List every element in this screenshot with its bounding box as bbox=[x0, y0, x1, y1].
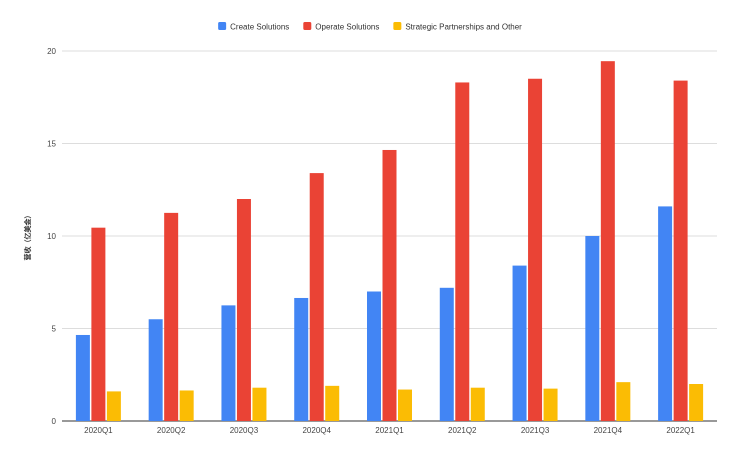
legend-item-strategic-partnerships-and-other: Strategic Partnerships and Other bbox=[393, 22, 522, 32]
y-tick-label: 10 bbox=[47, 232, 56, 241]
x-tick-label: 2020Q3 bbox=[230, 426, 259, 435]
legend-label: Strategic Partnerships and Other bbox=[405, 23, 522, 32]
x-tick-label: 2020Q1 bbox=[84, 426, 113, 435]
legend-swatch bbox=[218, 22, 227, 30]
bar-operate-solutions-2020q2 bbox=[164, 212, 179, 421]
bar-create-solutions-2020q3 bbox=[221, 305, 236, 421]
bar-operate-solutions-2021q2 bbox=[455, 82, 470, 421]
bar-create-solutions-2022q1 bbox=[658, 206, 673, 421]
bar-create-solutions-2021q3 bbox=[512, 265, 527, 421]
x-tick-label: 2021Q1 bbox=[375, 426, 404, 435]
bar-strategic-partnerships-and-other-2021q4 bbox=[616, 382, 631, 421]
bar-create-solutions-2020q4 bbox=[294, 297, 309, 421]
y-tick-label: 20 bbox=[47, 47, 56, 56]
x-tick-label: 2022Q1 bbox=[666, 426, 695, 435]
legend-swatch bbox=[303, 22, 312, 30]
bar-strategic-partnerships-and-other-2020q3 bbox=[252, 387, 267, 421]
y-tick-label: 5 bbox=[52, 325, 57, 334]
legend-item-operate-solutions: Operate Solutions bbox=[303, 22, 379, 32]
bar-create-solutions-2021q4 bbox=[585, 236, 600, 421]
bars bbox=[75, 61, 704, 422]
bar-operate-solutions-2020q1 bbox=[91, 227, 106, 421]
x-tick-label: 2021Q4 bbox=[594, 426, 623, 435]
bar-strategic-partnerships-and-other-2020q2 bbox=[179, 390, 194, 421]
bar-operate-solutions-2021q4 bbox=[600, 61, 615, 422]
x-axis: 2020Q1 2020Q2 2020Q3 2020Q4 2021Q1 2021Q2 2021… bbox=[84, 426, 695, 435]
y-axis-title: 营收（亿美金） bbox=[23, 212, 32, 261]
bar-operate-solutions-2022q1 bbox=[673, 80, 688, 421]
legend-label: Operate Solutions bbox=[315, 23, 379, 32]
y-tick-label: 0 bbox=[52, 417, 57, 426]
x-tick-label: 2020Q4 bbox=[302, 426, 331, 435]
bar-create-solutions-2020q1 bbox=[75, 334, 90, 421]
bar-strategic-partnerships-and-other-2021q2 bbox=[470, 387, 485, 421]
bar-operate-solutions-2020q3 bbox=[236, 199, 251, 421]
y-tick-label: 15 bbox=[47, 140, 56, 149]
bar-strategic-partnerships-and-other-2020q1 bbox=[106, 391, 121, 421]
bar-create-solutions-2021q2 bbox=[439, 287, 454, 421]
bar-operate-solutions-2020q4 bbox=[309, 173, 324, 421]
x-tick-label: 2021Q3 bbox=[521, 426, 550, 435]
bar-create-solutions-2020q2 bbox=[148, 319, 163, 421]
bar-strategic-partnerships-and-other-2020q4 bbox=[325, 385, 340, 421]
bar-operate-solutions-2021q1 bbox=[382, 149, 397, 421]
bar-strategic-partnerships-and-other-2022q1 bbox=[689, 384, 704, 421]
legend-swatch bbox=[393, 22, 402, 30]
bar-strategic-partnerships-and-other-2021q1 bbox=[398, 389, 412, 421]
bar-create-solutions-2021q1 bbox=[367, 291, 381, 421]
y-axis: 0 5 10 15 20 bbox=[47, 47, 56, 426]
bar-strategic-partnerships-and-other-2021q3 bbox=[543, 388, 558, 421]
legend: Create Solutions Operate Solutions Strateg… bbox=[218, 22, 522, 32]
x-tick-label: 2021Q2 bbox=[448, 426, 477, 435]
x-tick-label: 2020Q2 bbox=[157, 426, 186, 435]
bar-operate-solutions-2021q3 bbox=[528, 78, 543, 421]
legend-label: Create Solutions bbox=[230, 23, 289, 32]
legend-item-create-solutions: Create Solutions bbox=[218, 22, 289, 32]
